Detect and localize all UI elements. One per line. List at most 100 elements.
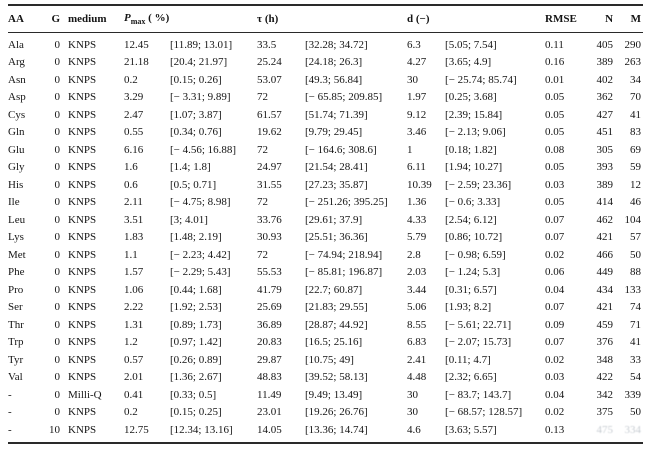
cell-m: 133: [624, 283, 642, 296]
cell-tau-ci: [39.52; 58.13]: [305, 371, 368, 384]
cell-pmax-value: 12.75: [124, 423, 149, 436]
cell-rmse: 0.04: [545, 388, 565, 401]
cell-g: 0: [54, 213, 61, 226]
cell-medium: KNPS: [68, 248, 97, 261]
cell-m: 34: [630, 73, 642, 86]
cell-m: 70: [630, 91, 642, 104]
cell-g: 0: [54, 231, 61, 244]
cell-medium: KNPS: [68, 336, 97, 349]
cell-pmax-value: 0.55: [124, 126, 144, 139]
cell-medium: KNPS: [68, 56, 97, 69]
col-header-aa: AA: [8, 13, 24, 25]
cell-n: 389: [596, 56, 614, 69]
cell-d-ci: [− 0.98; 6.59]: [445, 248, 506, 261]
cell-d-value: 2.8: [407, 248, 421, 261]
cell-d-value: 4.33: [407, 213, 427, 226]
cell-n: 376: [596, 336, 614, 349]
cell-tau-ci: [29.61; 37.9]: [305, 213, 363, 226]
cell-m: 54: [630, 371, 642, 384]
table-header: AA G medium Pmax ( %) τ (h) d (−) RMSE N…: [8, 5, 644, 33]
cell-pmax-ci: [0.5; 0.71]: [170, 178, 217, 191]
cell-pmax-value: 2.01: [124, 371, 144, 384]
cell-aa: Ile: [8, 196, 20, 209]
cell-d-value: 4.6: [407, 423, 421, 436]
cell-tau-value: 20.83: [257, 336, 282, 349]
cell-d-ci: [− 25.74; 85.74]: [445, 73, 517, 86]
cell-rmse: 0.16: [545, 56, 565, 69]
cell-tau-value: 30.93: [257, 231, 282, 244]
cell-g: 0: [54, 301, 61, 314]
table-row: - 0 Milli-Q 0.41 [0.33; 0.5] 11.49 [9.49; 13.4…: [8, 386, 643, 404]
cell-tau-ci: [16.5; 25.16]: [305, 336, 363, 349]
cell-aa: Tyr: [8, 353, 24, 366]
table-row: Pro 0 KNPS 1.06 [0.44; 1.68] 41.79 [22.7; 60.8…: [8, 281, 643, 299]
cell-pmax-value: 0.6: [124, 178, 138, 191]
cell-tau-value: 41.79: [257, 283, 282, 296]
cell-medium: KNPS: [68, 318, 97, 331]
cell-rmse: 0.05: [545, 108, 565, 121]
cell-n: 414: [596, 196, 614, 209]
cell-tau-ci: [9.49; 13.49]: [305, 388, 363, 401]
cell-rmse: 0.02: [545, 353, 565, 366]
cell-g: 0: [54, 353, 61, 366]
cell-m: 334: [624, 423, 642, 436]
cell-g: 0: [54, 56, 61, 69]
cell-m: 104: [624, 213, 642, 226]
cell-m: 57: [630, 231, 642, 244]
cell-d-value: 5.06: [407, 301, 427, 314]
table-body: Ala 0 KNPS 12.45 [11.89; 13.01] 33.5 [32.28; 3…: [8, 33, 643, 443]
cell-d-value: 3.44: [407, 283, 427, 296]
cell-n: 393: [596, 161, 614, 174]
cell-tau-value: 29.87: [257, 353, 282, 366]
cell-tau-value: 33.76: [257, 213, 282, 226]
cell-d-ci: [3.63; 5.57]: [445, 423, 497, 436]
col-header-g: G: [51, 13, 60, 25]
cell-rmse: 0.05: [545, 161, 565, 174]
cell-g: 0: [54, 126, 61, 139]
pmax-symbol: P: [124, 11, 131, 24]
cell-medium: KNPS: [68, 353, 97, 366]
table-row: Ala 0 KNPS 12.45 [11.89; 13.01] 33.5 [32.28; 3…: [8, 33, 643, 54]
table-row: Ile 0 KNPS 2.11 [− 4.75; 8.98] 72 [− 251.26; 3…: [8, 194, 643, 212]
cell-tau-ci: [13.36; 14.74]: [305, 423, 368, 436]
cell-medium: KNPS: [68, 196, 97, 209]
cell-tau-value: 14.05: [257, 423, 282, 436]
cell-tau-ci: [25.51; 36.36]: [305, 231, 368, 244]
cell-aa: -: [8, 423, 12, 436]
cell-pmax-value: 2.47: [124, 108, 144, 121]
cell-aa: Glu: [8, 143, 25, 156]
table-row: Thr 0 KNPS 1.31 [0.89; 1.73] 36.89 [28.87; 44.…: [8, 316, 643, 334]
table-row: Tyr 0 KNPS 0.57 [0.26; 0.89] 29.87 [10.75; 49]…: [8, 351, 643, 369]
table-row: Arg 0 KNPS 21.18 [20.4; 21.97] 25.24 [24.18; 2…: [8, 54, 643, 72]
cell-medium: KNPS: [68, 266, 97, 279]
cell-pmax-ci: [11.89; 13.01]: [170, 38, 233, 51]
cell-tau-value: 31.55: [257, 178, 282, 191]
cell-g: 0: [54, 336, 61, 349]
cell-n: 422: [596, 371, 614, 384]
table-row: Glu 0 KNPS 6.16 [− 4.56; 16.88] 72 [− 164.6; 3…: [8, 141, 643, 159]
cell-pmax-value: 0.2: [124, 73, 138, 86]
cell-aa: Met: [8, 248, 26, 261]
cell-g: 0: [54, 91, 61, 104]
cell-tau-ci: [28.87; 44.92]: [305, 318, 368, 331]
results-table: AA G medium Pmax ( %) τ (h) d (−) RMSE N…: [8, 4, 644, 444]
cell-n: 342: [596, 388, 614, 401]
cell-tau-value: 55.53: [257, 266, 282, 279]
cell-n: 427: [596, 108, 614, 121]
cell-d-ci: [2.39; 15.84]: [445, 108, 503, 121]
cell-rmse: 0.08: [545, 143, 565, 156]
cell-d-value: 1.36: [407, 196, 427, 209]
cell-tau-ci: [− 164.6; 308.6]: [305, 143, 377, 156]
cell-m: 50: [630, 406, 642, 419]
pmax-unit: ( %): [145, 11, 170, 24]
cell-n: 389: [596, 178, 614, 191]
table-row: Trp 0 KNPS 1.2 [0.97; 1.42] 20.83 [16.5; 25.16…: [8, 334, 643, 352]
cell-aa: Trp: [8, 336, 24, 349]
table-row: Asp 0 KNPS 3.29 [− 3.31; 9.89] 72 [− 65.85; 20…: [8, 89, 643, 107]
cell-tau-value: 72: [257, 196, 269, 209]
cell-tau-value: 48.83: [257, 371, 282, 384]
cell-n: 451: [596, 126, 614, 139]
cell-aa: Asp: [8, 91, 26, 104]
cell-pmax-value: 0.2: [124, 406, 138, 419]
